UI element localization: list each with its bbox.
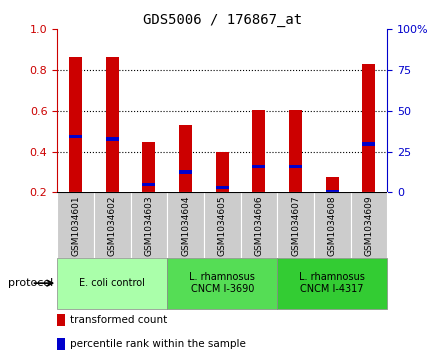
- Bar: [363, 142, 375, 146]
- Text: protocol: protocol: [7, 278, 53, 288]
- Bar: [131, 192, 167, 258]
- Text: transformed count: transformed count: [70, 315, 168, 325]
- Bar: [106, 57, 119, 192]
- Text: GSM1034605: GSM1034605: [218, 196, 227, 256]
- Bar: [143, 142, 155, 192]
- Bar: [289, 165, 302, 168]
- Bar: [253, 165, 265, 168]
- Text: GSM1034609: GSM1034609: [364, 196, 374, 256]
- Bar: [167, 258, 277, 309]
- Text: GSM1034603: GSM1034603: [144, 196, 154, 256]
- Bar: [69, 135, 82, 138]
- Bar: [216, 152, 229, 192]
- Bar: [179, 170, 192, 174]
- Bar: [326, 190, 339, 193]
- Bar: [57, 258, 167, 309]
- Bar: [57, 338, 66, 350]
- Bar: [277, 258, 387, 309]
- Text: GSM1034607: GSM1034607: [291, 196, 300, 256]
- Bar: [106, 137, 119, 140]
- Bar: [289, 110, 302, 192]
- Bar: [57, 314, 66, 326]
- Bar: [351, 192, 387, 258]
- Bar: [277, 192, 314, 258]
- Text: GSM1034608: GSM1034608: [328, 196, 337, 256]
- Bar: [143, 183, 155, 187]
- Bar: [167, 192, 204, 258]
- Bar: [314, 192, 351, 258]
- Bar: [326, 177, 339, 192]
- Text: E. coli control: E. coli control: [79, 278, 145, 288]
- Text: GSM1034602: GSM1034602: [108, 196, 117, 256]
- Text: GSM1034604: GSM1034604: [181, 196, 190, 256]
- Text: GSM1034601: GSM1034601: [71, 196, 80, 256]
- Bar: [179, 125, 192, 192]
- Bar: [241, 192, 277, 258]
- Bar: [69, 57, 82, 192]
- Title: GDS5006 / 176867_at: GDS5006 / 176867_at: [143, 13, 302, 26]
- Bar: [57, 192, 94, 258]
- Text: percentile rank within the sample: percentile rank within the sample: [70, 339, 246, 349]
- Bar: [204, 192, 241, 258]
- Bar: [216, 185, 229, 189]
- Text: GSM1034606: GSM1034606: [254, 196, 264, 256]
- Bar: [363, 64, 375, 192]
- Bar: [253, 110, 265, 192]
- Text: L. rhamnosus
CNCM I-4317: L. rhamnosus CNCM I-4317: [299, 272, 365, 294]
- Text: L. rhamnosus
CNCM I-3690: L. rhamnosus CNCM I-3690: [189, 272, 255, 294]
- Bar: [94, 192, 131, 258]
